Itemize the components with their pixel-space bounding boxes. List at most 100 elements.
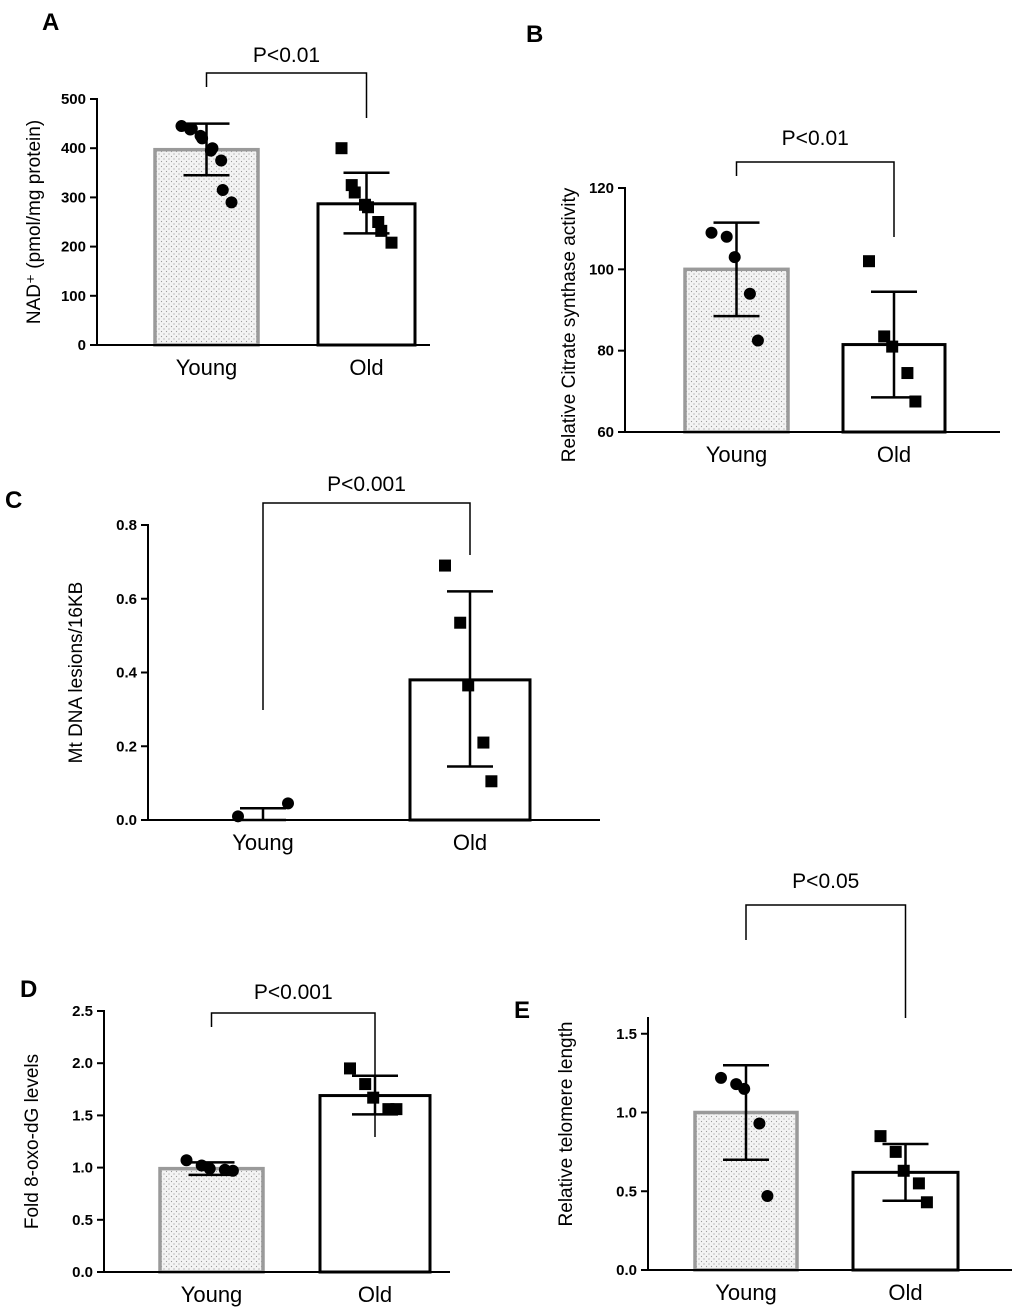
point-young <box>761 1189 774 1202</box>
chart-area: 0.0 0.5 1.0 1.5 2.0 2.5 Young Old Fold 8-oxo-dG … <box>22 981 450 1307</box>
y-tick-label: 1.0 <box>72 1160 93 1177</box>
y-tick-label: 0.5 <box>72 1212 93 1229</box>
panel-a: A 0 100 200 300 400 500 Young Old NAD⁺ (pmol/mg … <box>24 9 430 380</box>
y-axis-label: Fold 8-oxo-dG levels <box>22 1054 43 1229</box>
y-tick-label: 1.0 <box>616 1105 637 1122</box>
point-young <box>715 1071 727 1084</box>
point-young <box>705 226 718 239</box>
point-young <box>215 154 228 167</box>
y-axis-label: NAD⁺ (pmol/mg protein) <box>24 120 45 324</box>
y-tick-label: 80 <box>597 343 614 360</box>
y-tick-label: 0.0 <box>72 1264 93 1281</box>
point-old <box>362 201 375 214</box>
point-old <box>344 1062 356 1075</box>
panel-letter: B <box>526 21 543 48</box>
significance-bracket <box>210 1012 376 1137</box>
point-old <box>335 142 348 155</box>
chart-area: 0 100 200 300 400 500 Young Old NAD⁺ (pmol/mg pr… <box>24 44 430 380</box>
panel-letter: A <box>42 9 59 36</box>
point-young <box>751 334 764 347</box>
y-tick-label: 0.4 <box>116 665 138 682</box>
x-category-label-young: Young <box>715 1280 777 1305</box>
point-old <box>901 367 914 380</box>
y-tick-label: 1.5 <box>616 1026 637 1043</box>
point-old <box>878 330 891 343</box>
point-young <box>753 1117 766 1130</box>
x-category-label-old: Old <box>358 1282 392 1307</box>
significance-bracket <box>205 72 368 118</box>
y-tick-label: 300 <box>61 189 86 206</box>
y-tick-label: 0.0 <box>116 812 137 829</box>
point-young <box>196 132 209 145</box>
point-young <box>738 1082 751 1095</box>
point-old <box>477 736 490 749</box>
point-old <box>874 1130 887 1143</box>
y-tick-label: 60 <box>597 424 614 441</box>
point-old <box>390 1103 403 1116</box>
point-old <box>889 1145 902 1158</box>
point-young <box>206 142 219 155</box>
y-tick-label: 0 <box>78 337 86 354</box>
x-category-label-young: Young <box>181 1282 243 1307</box>
point-old <box>912 1177 925 1190</box>
point-old <box>439 559 451 572</box>
y-tick-label: 1.5 <box>72 1107 93 1124</box>
y-tick-label: 100 <box>589 261 614 278</box>
y-tick-label: 200 <box>61 239 86 256</box>
point-young <box>185 122 198 135</box>
y-tick-label: 2.5 <box>72 1003 93 1020</box>
panel-c: C 0.0 0.2 0.4 0.6 0.8 Young Old Mt DNA lesions/… <box>5 473 600 855</box>
y-tick-label: 2.0 <box>72 1055 93 1072</box>
panel-e: E 0.0 0.5 1.0 1.5 Young Old Relative telomere … <box>514 870 1012 1305</box>
panel-d: D 0.0 0.5 1.0 1.5 2.0 2.5 Young Old Fold 8-oxo-d… <box>20 976 450 1307</box>
significance-bracket <box>745 904 907 1018</box>
y-axis-label: Mt DNA lesions/16KB <box>66 582 87 764</box>
y-tick-label: 0.0 <box>616 1262 637 1279</box>
panel-b: B 60 80 100 120 Young Old Relative Citrate syn… <box>526 21 1000 467</box>
point-young <box>728 251 741 264</box>
chart-area: 0.0 0.2 0.4 0.6 0.8 Young Old Mt DNA lesions/16… <box>66 473 600 855</box>
y-tick-label: 500 <box>61 91 86 108</box>
x-category-label-old: Old <box>888 1280 922 1305</box>
y-tick-label: 0.5 <box>616 1183 637 1200</box>
bar-young <box>153 147 260 347</box>
point-old <box>359 1078 372 1091</box>
point-young <box>203 1162 216 1175</box>
y-tick-label: 400 <box>61 140 86 157</box>
p-value-label: P<0.001 <box>254 981 333 1004</box>
panel-letter: C <box>5 487 22 514</box>
panel-letter: D <box>20 976 37 1003</box>
point-young <box>743 287 756 300</box>
p-value-label: P<0.01 <box>782 127 849 150</box>
point-young <box>282 797 294 810</box>
p-value-label: P<0.01 <box>253 44 320 67</box>
chart-area: 0.0 0.5 1.0 1.5 Young Old Relative telomere le… <box>556 870 1012 1305</box>
point-young <box>216 184 229 197</box>
y-axis-label: Relative telomere length <box>556 1022 577 1227</box>
point-old <box>897 1164 910 1177</box>
point-old <box>462 679 475 692</box>
x-category-label-old: Old <box>877 442 911 467</box>
x-category-label-young: Young <box>176 355 238 380</box>
point-old <box>385 236 398 249</box>
significance-bracket <box>735 161 895 237</box>
bar-young <box>158 1166 265 1274</box>
point-old <box>886 340 899 353</box>
y-tick-label: 0.6 <box>116 591 137 608</box>
point-young <box>180 1154 193 1167</box>
y-tick-label: 100 <box>61 288 86 305</box>
x-category-label-old: Old <box>349 355 383 380</box>
chart-area: 60 80 100 120 Young Old Relative Citrate synth… <box>559 127 1000 467</box>
y-tick-label: 0.8 <box>116 517 137 534</box>
significance-bracket <box>262 502 471 710</box>
point-young <box>720 230 733 243</box>
point-old <box>909 395 922 408</box>
panel-letter: E <box>514 997 530 1024</box>
x-category-label-young: Young <box>232 830 294 855</box>
point-old <box>375 224 388 237</box>
y-tick-label: 120 <box>589 180 614 197</box>
point-old <box>920 1196 933 1209</box>
x-category-label-old: Old <box>453 830 487 855</box>
x-category-label-young: Young <box>706 442 768 467</box>
